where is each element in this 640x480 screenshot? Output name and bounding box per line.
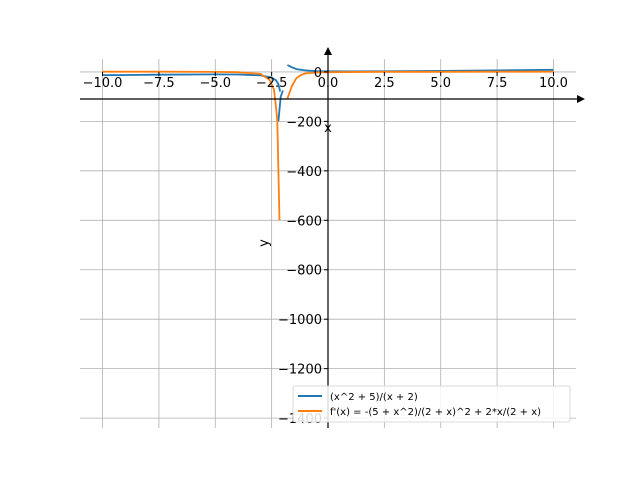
legend-box xyxy=(292,385,571,423)
x-tick-label: 2.5 xyxy=(374,76,395,91)
x-tick-label: −5.0 xyxy=(199,76,231,91)
axes xyxy=(80,47,585,428)
y-tick-label: −1200 xyxy=(278,363,322,378)
y-tick-label: −800 xyxy=(286,264,322,279)
series-line-2 xyxy=(286,70,554,99)
y-axis-arrow-icon xyxy=(324,47,332,55)
y-tick-label: −200 xyxy=(286,115,322,130)
y-tick-label: 0 xyxy=(314,66,322,81)
x-tick-label: 10.0 xyxy=(539,76,568,91)
x-tick-label: 5.0 xyxy=(430,76,451,91)
x-tick-label: −7.5 xyxy=(143,76,175,91)
x-axis-arrow-icon xyxy=(577,95,585,103)
y-tick-label: −400 xyxy=(286,165,322,180)
y-tick-label: −600 xyxy=(286,214,322,229)
tick-labels: −10.0 −7.5 −5.0 −2.5 0.0 2.5 5.0 7.5 10.0 0 −200 −4… xyxy=(83,66,568,427)
x-tick-label: −10.0 xyxy=(83,76,123,91)
legend: (x^2 + 5)/(x + 2) f'(x) = -(5 + x^2)/(2 … xyxy=(292,385,571,423)
x-tick-label: 7.5 xyxy=(487,76,508,91)
legend-label-series-2: f'(x) = -(5 + x^2)/(2 + x)^2 + 2*x/(2 + … xyxy=(330,407,541,418)
y-tick-label: −1000 xyxy=(278,313,322,328)
series-line-1 xyxy=(102,73,282,92)
legend-label-series-1: (x^2 + 5)/(x + 2) xyxy=(330,392,418,403)
y-axis-label: y xyxy=(257,239,272,247)
x-tick-label: 0.0 xyxy=(318,76,339,91)
series-line-1 xyxy=(277,90,284,122)
x-tick-label: −2.5 xyxy=(256,76,288,91)
x-axis-label: x xyxy=(324,121,332,136)
series-line-2 xyxy=(102,70,281,221)
series-line-1 xyxy=(286,64,554,73)
